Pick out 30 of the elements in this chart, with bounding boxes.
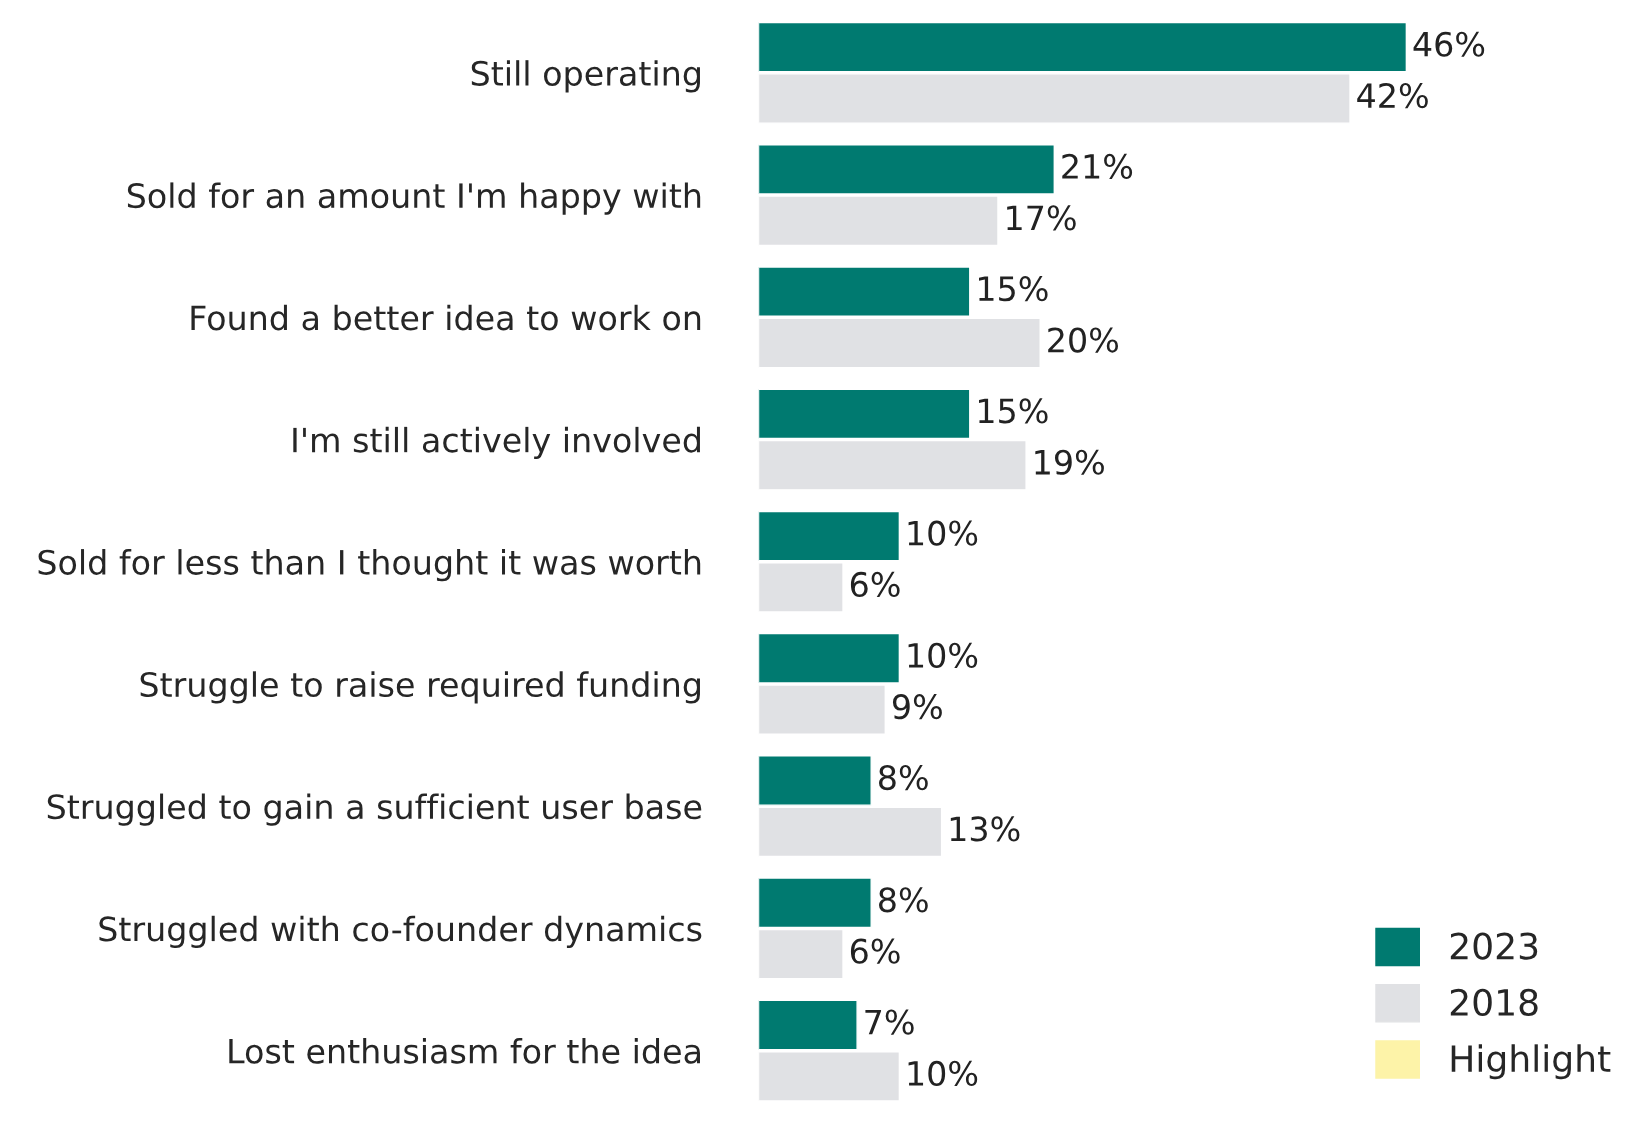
legend-label: Highlight [1451,1044,1611,1080]
y-tick-label: Found a better idea to work on [191,304,701,331]
data-label: 13% [950,816,1020,842]
data-label: 9% [892,694,942,720]
y-tick-label: Struggled to gain a sufficient user base [47,793,702,826]
data-label: 42% [1357,82,1428,109]
data-label: 6% [850,571,900,598]
data-label: 7% [865,1009,914,1035]
data-label: 10% [908,642,978,668]
data-label: 15% [979,398,1048,424]
data-label: 19% [1035,449,1104,475]
legend-label: 2018 [1450,988,1538,1017]
y-tick-label: Sold for an amount I'm happy with [127,182,701,215]
data-label: 6% [850,938,900,964]
data-label: 8% [879,764,928,791]
data-label: 21% [1062,153,1133,180]
y-tick-label: Sold for less than I thought it was worth [38,549,701,582]
y-tick-label: Lost enthusiasm for the idea [229,1037,700,1064]
y-tick-label: Struggle to raise required funding [140,671,700,704]
data-label: 10% [908,1060,978,1086]
data-label: 20% [1048,327,1119,353]
data-label: 10% [908,520,978,546]
data-label: 15% [979,276,1048,302]
data-label: 17% [1007,205,1076,231]
y-tick-label: Still operating [471,60,700,93]
y-tick-label: Struggled with co-founder dynamics [99,915,702,949]
y-tick-label: I'm still actively involved [293,426,700,460]
legend-label: 2023 [1450,932,1538,960]
data-label: 8% [879,887,928,913]
data-label: 46% [1413,31,1485,57]
